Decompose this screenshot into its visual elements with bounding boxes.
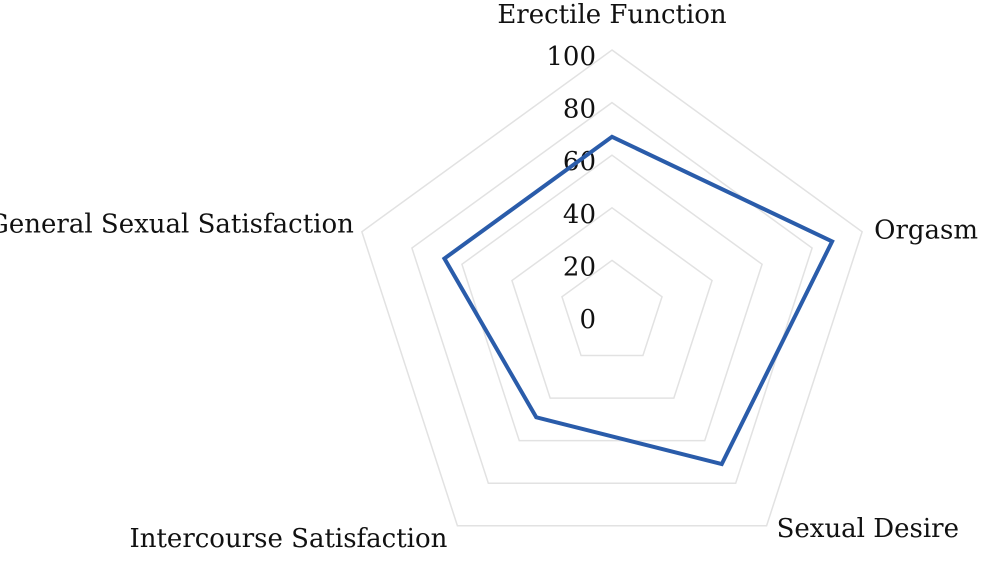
data-line bbox=[441, 134, 835, 467]
tick-label: 0 bbox=[579, 305, 596, 335]
tick-label: 40 bbox=[563, 200, 596, 230]
category-label: General Sexual Satisfaction bbox=[0, 210, 354, 240]
tick-label: 80 bbox=[563, 95, 596, 125]
category-label: Sexual Desire bbox=[777, 514, 959, 544]
category-label: Intercourse Satisfaction bbox=[129, 524, 447, 554]
grid-ring bbox=[511, 206, 713, 399]
grid-ring bbox=[360, 49, 864, 527]
grid-ring bbox=[411, 101, 813, 484]
category-label: Erectile Function bbox=[497, 0, 727, 30]
grid-ring bbox=[461, 154, 763, 442]
tick-label: 20 bbox=[563, 252, 596, 282]
tick-label: 100 bbox=[546, 42, 596, 72]
category-label: Orgasm bbox=[874, 216, 978, 246]
grid-ring bbox=[561, 259, 663, 357]
